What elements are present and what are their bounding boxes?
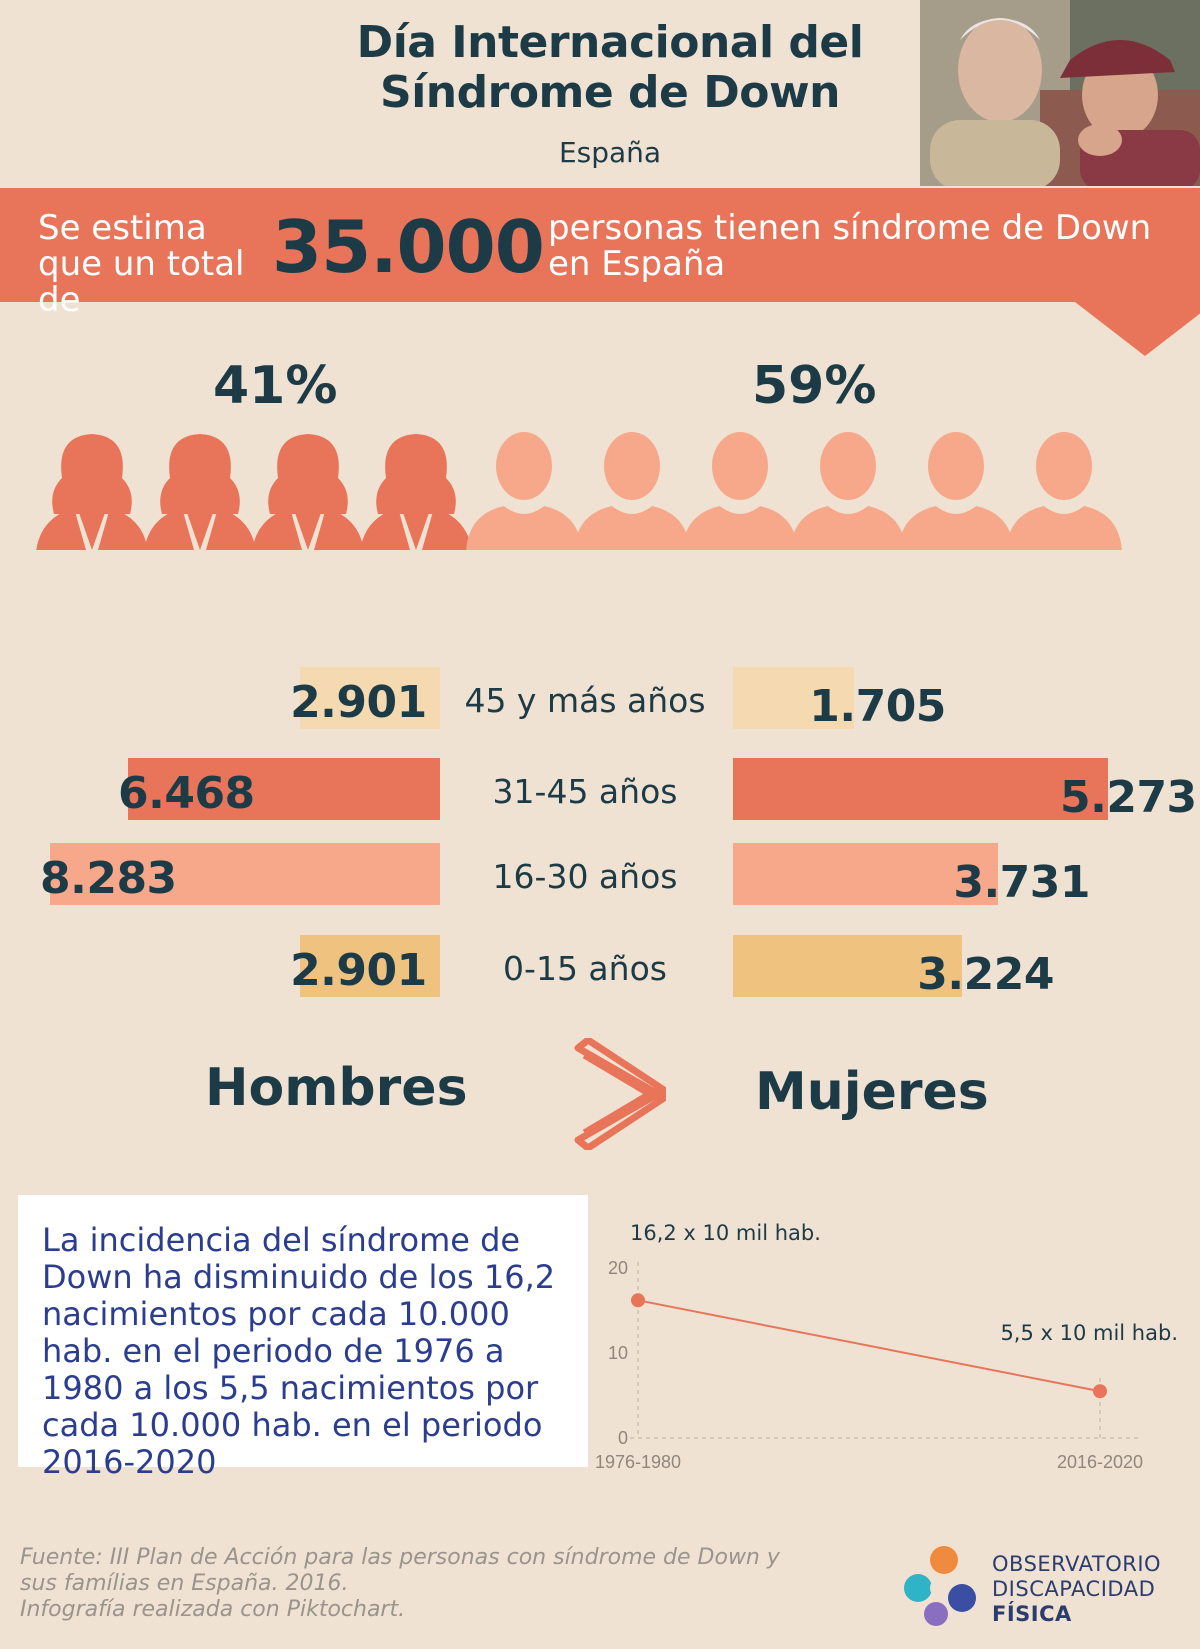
- value-hombres: 2.901: [290, 677, 427, 728]
- banner-total-number: 35.000: [272, 205, 545, 289]
- value-mujeres: 1.705: [809, 681, 946, 732]
- source-note: Fuente: III Plan de Acción para las pers…: [20, 1545, 800, 1623]
- man-icon: [682, 432, 798, 550]
- greater-than-icon: [574, 1038, 666, 1150]
- bar-mujeres: [733, 758, 1108, 820]
- man-icon: [1006, 432, 1122, 550]
- banner-description: personas tienen síndrome de Down en Espa…: [548, 208, 1152, 284]
- page-subtitle: España: [558, 136, 662, 169]
- woman-icon: [36, 434, 148, 550]
- data-label: 16,2 x 10 mil hab.: [630, 1221, 821, 1245]
- percentage-right: 59%: [752, 356, 877, 416]
- incidence-line-chart: 0 10 20 1976-1980 2016-2020 16,2 x 10 mil hab…: [595, 1221, 1178, 1472]
- man-icon: [466, 432, 582, 550]
- legend-hombres: Hombres: [205, 1058, 468, 1118]
- woman-icon: [360, 434, 472, 550]
- bar-mujeres: [733, 935, 963, 997]
- man-icon: [574, 432, 690, 550]
- summary-banner: [0, 188, 1200, 302]
- incidence-text: La incidencia del síndrome de Down ha di…: [42, 1221, 556, 1481]
- x-tick-label: 1976-1980: [595, 1452, 681, 1472]
- logo-line-3: FÍSICA: [992, 1602, 1072, 1626]
- value-hombres: 6.468: [118, 768, 255, 819]
- value-mujeres: 3.224: [917, 949, 1054, 1000]
- bar-hombres: [128, 758, 440, 820]
- man-icon: [898, 432, 1014, 550]
- source-line-2: sus famílias en España. 2016.: [20, 1571, 349, 1596]
- woman-icon: [252, 434, 364, 550]
- y-tick-label: 20: [608, 1258, 628, 1278]
- data-point: [631, 1293, 645, 1308]
- bar-mujeres: [733, 667, 855, 729]
- age-group-label: 45 y más años: [464, 681, 706, 720]
- value-hombres: 8.283: [40, 853, 177, 904]
- bar-mujeres: [733, 843, 999, 905]
- value-mujeres: 3.731: [953, 857, 1091, 908]
- man-icon: [790, 432, 906, 550]
- age-group-label: 16-30 años: [492, 857, 678, 896]
- observatorio-logo-icon: [904, 1546, 976, 1626]
- header-photo: [920, 0, 1200, 186]
- banner-pointer: [1075, 302, 1200, 356]
- banner-lead-text: Se estima que un total de: [38, 208, 245, 320]
- bar-hombres: [300, 935, 440, 997]
- source-line-3: Infografía realizada con Piktochart.: [20, 1597, 406, 1622]
- value-hombres: 2.901: [290, 945, 427, 996]
- incidence-box: [18, 1195, 588, 1467]
- age-group-label: 31-45 años: [492, 772, 678, 811]
- series-line: [637, 1299, 1101, 1393]
- value-mujeres: 5.273: [1060, 772, 1197, 823]
- logo-line-2: DISCAPACIDAD: [992, 1577, 1156, 1601]
- age-group-label: 0-15 años: [503, 949, 667, 988]
- x-tick-label: 2016-2020: [1057, 1452, 1143, 1472]
- woman-icon: [144, 434, 256, 550]
- page-title: Día Internacional del Síndrome de Down: [356, 17, 864, 118]
- data-point: [1093, 1384, 1107, 1399]
- percentage-left: 41%: [213, 356, 338, 416]
- logo-line-1: OBSERVATORIO: [992, 1552, 1162, 1576]
- people-pictogram: [36, 432, 1122, 550]
- y-tick-label: 0: [618, 1428, 628, 1448]
- source-line-1: Fuente: III Plan de Acción para las pers…: [20, 1545, 780, 1570]
- y-tick-label: 10: [608, 1343, 628, 1363]
- bar-hombres: [50, 843, 440, 905]
- bar-hombres: [300, 667, 440, 729]
- data-label: 5,5 x 10 mil hab.: [1000, 1321, 1178, 1345]
- legend-mujeres: Mujeres: [755, 1062, 989, 1122]
- observatorio-logo-text: OBSERVATORIO DISCAPACIDAD FÍSICA: [992, 1552, 1161, 1627]
